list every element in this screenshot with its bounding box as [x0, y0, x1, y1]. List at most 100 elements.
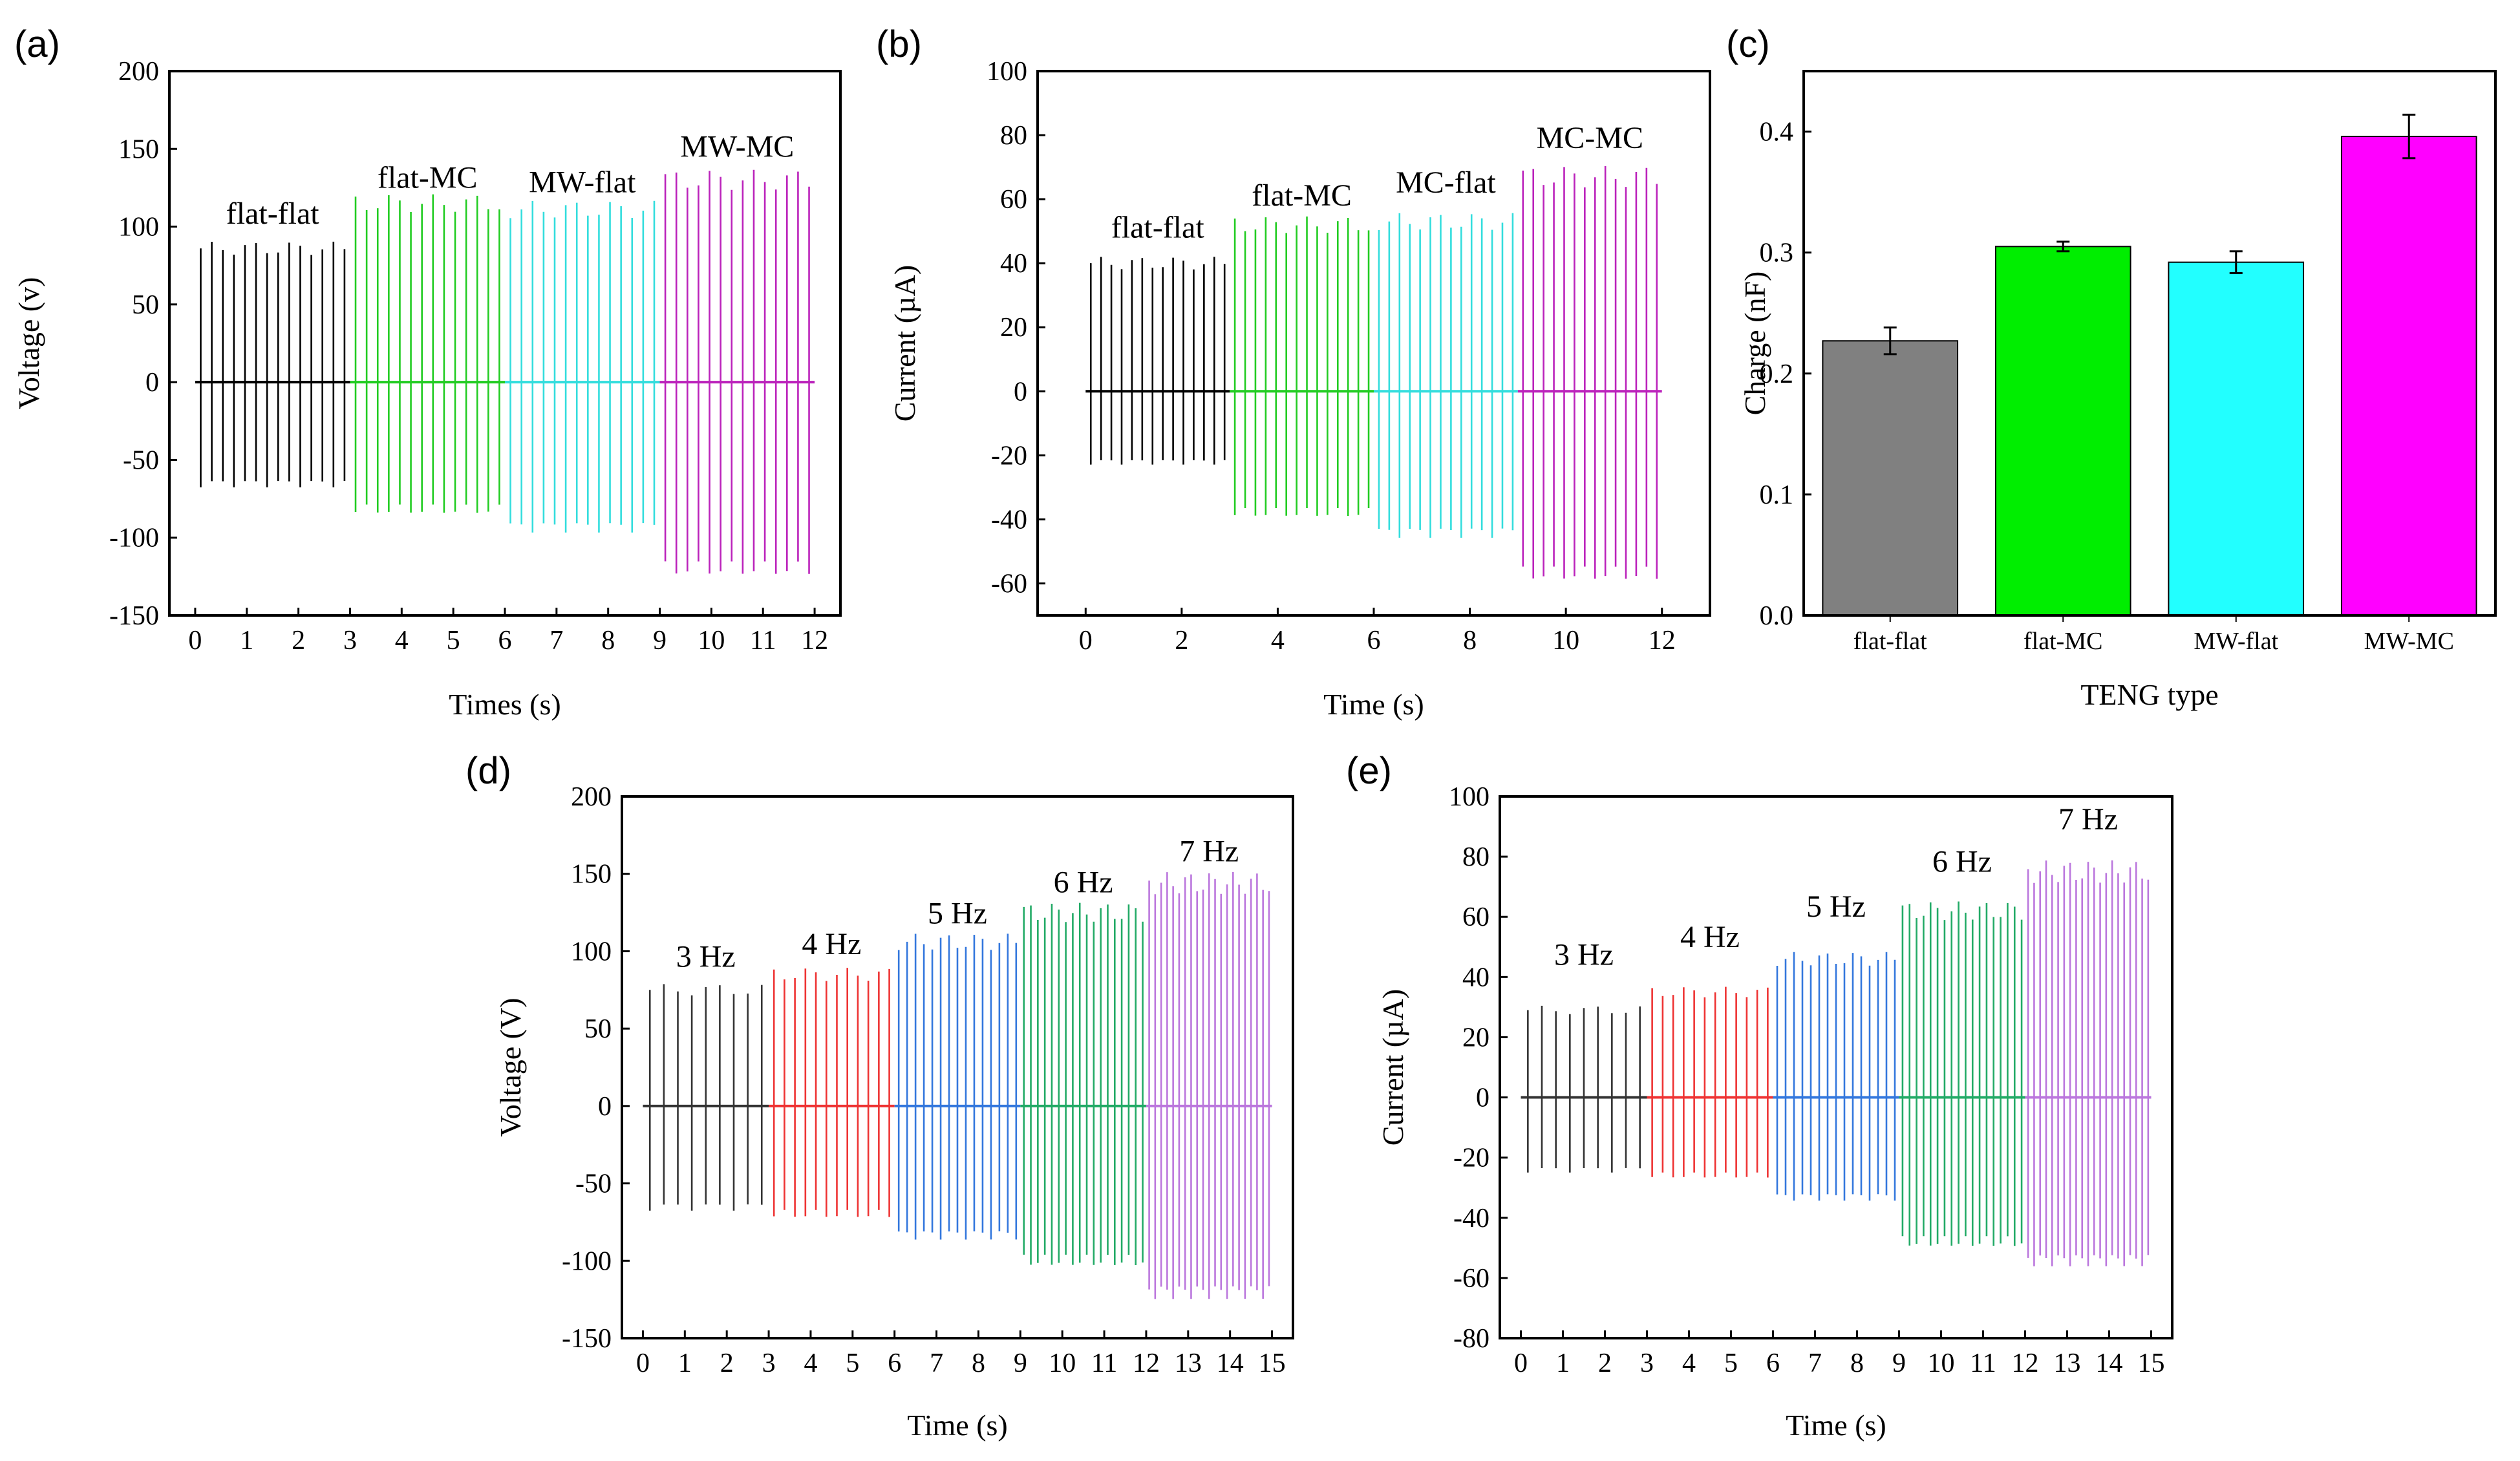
x-tick-label: 12 [801, 626, 828, 656]
segment-label: MW-MC [680, 129, 794, 164]
segment-label: flat-flat [1111, 211, 1205, 245]
segment-label: 5 Hz [928, 896, 987, 930]
series-flat-flat: flat-flat [195, 197, 350, 487]
y-tick-label: 100 [987, 57, 1027, 87]
x-tick-label: 14 [2096, 1349, 2123, 1378]
y-tick-label: 150 [571, 860, 612, 890]
x-tick-label: 0 [188, 626, 202, 656]
series-MW-flat: MW-flat [505, 165, 660, 533]
y-tick-label: -40 [991, 505, 1027, 535]
x-tick-label: 8 [972, 1349, 985, 1378]
y-tick-label: 20 [1462, 1023, 1490, 1052]
x-tick-label: 13 [2054, 1349, 2081, 1378]
x-tick-label: 14 [1217, 1349, 1244, 1378]
segment-label: 4 Hz [802, 927, 861, 961]
segment-label: flat-flat [226, 197, 320, 231]
x-tick-label: 3 [343, 626, 357, 656]
x-tick-label: 8 [601, 626, 615, 656]
y-axis-label: Voltage (v) [12, 277, 45, 410]
y-tick-label: 200 [118, 57, 159, 87]
panel-label-b: (b) [876, 23, 922, 65]
x-tick-label: 2 [720, 1349, 734, 1378]
x-category-label: flat-flat [1853, 628, 1927, 655]
y-tick-label: -150 [562, 1324, 612, 1354]
y-tick-label: 0.1 [1760, 480, 1794, 510]
panel-label-a: (a) [14, 23, 60, 65]
x-tick-label: 6 [888, 1349, 901, 1378]
y-tick-label: 0.2 [1760, 359, 1794, 389]
y-axis-label: Charge (nF) [1738, 272, 1771, 416]
panel-label-d: (d) [465, 750, 511, 792]
bar-flat-MC [1994, 246, 2131, 616]
x-category-label: MW-flat [2194, 628, 2278, 655]
x-tick-label: 6 [1367, 626, 1381, 656]
segment-label: 4 Hz [1680, 920, 1740, 954]
segment-label: 7 Hz [1179, 835, 1239, 869]
segment-label: MC-flat [1396, 165, 1496, 200]
series-flat-MC: flat-MC [1230, 178, 1374, 516]
panel-label-c: (c) [1726, 23, 1770, 65]
series-7-Hz: 7 Hz [2025, 802, 2152, 1266]
panel-e: (e)3 Hz4 Hz5 Hz6 Hz7 Hz0 1 2 3 4 5 6 7 8 9 10 11 12 1… [1346, 750, 2173, 1442]
segment-label: flat-MC [1252, 178, 1352, 213]
panel-label-e: (e) [1346, 750, 1392, 792]
segment-label: 6 Hz [1054, 865, 1113, 899]
y-tick-label: 80 [1462, 842, 1490, 872]
y-tick-label: 50 [132, 290, 159, 320]
series-MW-MC: MW-MC [659, 129, 815, 574]
y-tick-label: 40 [1000, 249, 1027, 279]
y-axis-label: Current (µA) [1376, 989, 1409, 1146]
x-category-label: MW-MC [2364, 628, 2454, 655]
series-flat-MC: flat-MC [350, 160, 505, 513]
segment-label: 5 Hz [1806, 890, 1866, 924]
x-tick-label: 0 [1514, 1349, 1528, 1378]
x-tick-label: 1 [678, 1349, 692, 1378]
x-tick-label: 2 [1175, 626, 1188, 656]
x-category-label: flat-MC [2023, 628, 2102, 655]
series-MC-flat: MC-flat [1374, 165, 1518, 538]
x-tick-label: 10 [1049, 1349, 1076, 1378]
x-tick-label: 7 [550, 626, 563, 656]
series-4-Hz: 4 Hz [1647, 920, 1773, 1178]
y-tick-label: 20 [1000, 313, 1027, 343]
x-tick-label: 10 [1552, 626, 1579, 656]
y-tick-label: 0 [145, 368, 159, 398]
x-tick-label: 10 [698, 626, 725, 656]
segment-label: 7 Hz [2058, 802, 2118, 837]
y-tick-label: -150 [109, 601, 159, 631]
x-tick-label: 4 [804, 1349, 817, 1378]
segment-label: MW-flat [529, 165, 636, 200]
y-tick-label: -20 [991, 441, 1027, 471]
x-tick-label: 9 [1014, 1349, 1027, 1378]
y-tick-label: 50 [584, 1014, 612, 1044]
y-tick-label: -50 [123, 445, 159, 475]
x-tick-label: 0 [1079, 626, 1093, 656]
x-tick-label: 2 [1598, 1349, 1612, 1378]
y-axis-label: Voltage (V) [494, 997, 527, 1136]
y-tick-label: 100 [1449, 782, 1490, 812]
segment-label: MC-MC [1537, 121, 1643, 155]
y-tick-label: 80 [1000, 121, 1027, 151]
bar-MW-flat [2168, 261, 2305, 616]
x-tick-label: 4 [1682, 1349, 1696, 1378]
y-tick-label: -80 [1453, 1324, 1490, 1354]
y-tick-label: 0 [1014, 377, 1027, 407]
y-tick-label: -20 [1453, 1144, 1490, 1173]
y-tick-label: 60 [1000, 185, 1027, 215]
x-tick-label: 5 [846, 1349, 859, 1378]
y-tick-label: 150 [118, 134, 159, 164]
x-tick-label: 0 [636, 1349, 650, 1378]
y-tick-label: 40 [1462, 963, 1490, 992]
x-tick-label: 12 [2012, 1349, 2039, 1378]
panel-b: (b) flat-flat flat-MC MC-flat MC-MC 0 2 4 6 8 10 12… [876, 23, 1711, 721]
y-tick-label: 0 [1476, 1083, 1490, 1113]
x-tick-label: 1 [1556, 1349, 1570, 1378]
x-tick-label: 4 [1271, 626, 1285, 656]
plot-frame-a [168, 70, 842, 617]
x-tick-label: 1 [240, 626, 253, 656]
series-5-Hz: 5 Hz [1773, 890, 1899, 1201]
panel-c: (c) flat-flat flat-MC MW-flat MW-MC 0.0 0.1 0.2… [1726, 23, 2497, 711]
x-tick-label: 6 [1766, 1349, 1780, 1378]
